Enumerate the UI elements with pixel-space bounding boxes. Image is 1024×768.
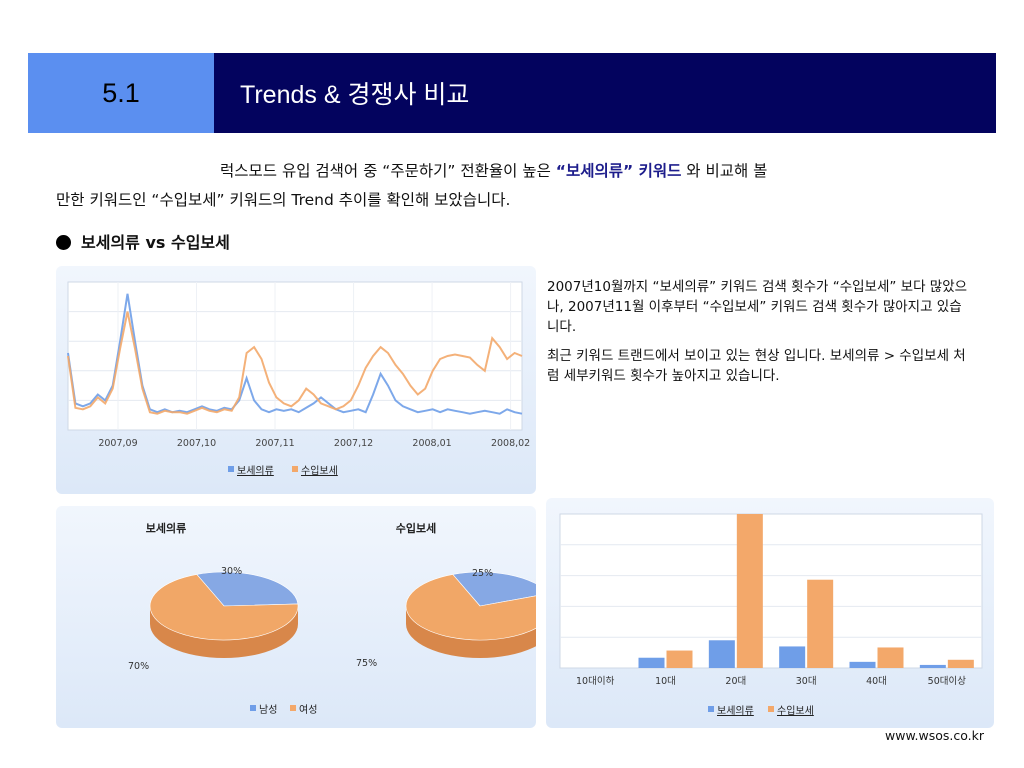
x-tick-label: 2008,02	[491, 438, 530, 449]
pie-slice-남성	[452, 571, 536, 607]
legend-swatch	[708, 706, 714, 712]
bar-a	[708, 640, 735, 668]
x-tick-label: 10대	[655, 676, 676, 687]
intro-text: 럭스모드 유입 검색어 중 “주문하기” 전환율이 높은 “보세의류” 키워드 …	[56, 157, 968, 215]
section-bullet: 보세의류 vs 수입보세	[56, 229, 230, 253]
legend-swatch	[768, 706, 774, 712]
series-line-b	[67, 311, 523, 415]
bar-a	[638, 657, 665, 668]
line-chart: 2007,09 2007,10 2007,11 2007,12 2008,01 2008,…	[67, 281, 530, 477]
intro-part1: 럭스모드 유입 검색어 중 “주문하기” 전환율이 높은	[220, 162, 556, 180]
legend-swatch	[228, 466, 234, 472]
x-tick-label: 10대이하	[576, 675, 615, 687]
pie-slice-여성	[405, 574, 536, 641]
section-number: 5.1	[28, 53, 214, 133]
x-tick-label: 2008,01	[412, 438, 451, 449]
pie-charts: 보세의류 30% 70% 수입보세 25% 75% 남성 여성	[128, 521, 536, 716]
intro-line2: 만한 키워드인 “수입보세” 키워드의 Trend 추이를 확인해 보았습니다.	[56, 191, 511, 209]
pie-slice-남성	[196, 571, 299, 607]
bar-b	[877, 647, 904, 668]
description-p1: 2007년10월까지 “보세의류” 키워드 검색 횟수가 “수입보세” 보다 많…	[547, 279, 968, 335]
page-title: Trends & 경쟁사 비교	[214, 53, 996, 133]
bar-a	[779, 646, 806, 668]
description: 2007년10월까지 “보세의류” 키워드 검색 횟수가 “수입보세” 보다 많…	[547, 277, 972, 395]
legend-swatch	[250, 705, 256, 711]
bullet-label: 보세의류 vs 수입보세	[81, 233, 230, 252]
legend-label: 남성	[259, 704, 277, 716]
intro-part2: 와 비교해 볼	[681, 162, 768, 180]
plot-area	[559, 513, 983, 669]
description-p2: 최근 키워드 트랜드에서 보이고 있는 현상 입니다. 보세의류 > 수입보세 …	[547, 348, 966, 384]
legend-label: 수입보세	[777, 704, 814, 717]
bar-b	[666, 650, 693, 668]
x-tick-label: 2007,09	[98, 438, 137, 449]
x-tick-label: 2007,11	[255, 438, 294, 449]
pie-side	[150, 606, 298, 658]
bar-a	[919, 664, 946, 668]
x-tick-label: 2007,10	[177, 438, 216, 449]
pie-value-label: 70%	[128, 661, 149, 672]
bar-b	[807, 579, 834, 668]
x-tick-label: 50대이상	[928, 676, 967, 687]
pie-title: 수입보세	[396, 521, 436, 535]
pie-chart-panel: 보세의류 30% 70% 수입보세 25% 75% 남성 여성	[56, 506, 536, 728]
bar-a	[849, 661, 876, 668]
legend-label: 보세의류	[237, 465, 274, 477]
intro-highlight: “보세의류” 키워드	[555, 162, 682, 180]
bar-b	[736, 514, 763, 668]
line-chart-panel: 2007,09 2007,10 2007,11 2007,12 2008,01 2008,…	[56, 266, 536, 494]
legend-swatch	[292, 466, 298, 472]
legend-swatch	[290, 705, 296, 711]
x-tick-label: 30대	[796, 676, 817, 687]
bullet-dot-icon	[56, 235, 71, 250]
pie-side	[406, 606, 536, 658]
pie-value-label: 75%	[356, 658, 377, 669]
bar-b	[947, 659, 974, 668]
pie-value-label: 30%	[221, 566, 242, 577]
legend-label: 보세의류	[717, 705, 754, 717]
legend-label: 여성	[299, 704, 317, 716]
footer-url[interactable]: www.wsos.co.kr	[885, 728, 985, 743]
x-tick-label: 40대	[866, 676, 887, 687]
x-tick-label: 20대	[725, 676, 746, 687]
pie-value-label: 25%	[472, 568, 493, 579]
legend-label: 수입보세	[301, 464, 338, 477]
pie-title: 보세의류	[146, 521, 186, 535]
x-tick-label: 2007,12	[334, 438, 373, 449]
pie-slice-여성	[149, 574, 299, 641]
